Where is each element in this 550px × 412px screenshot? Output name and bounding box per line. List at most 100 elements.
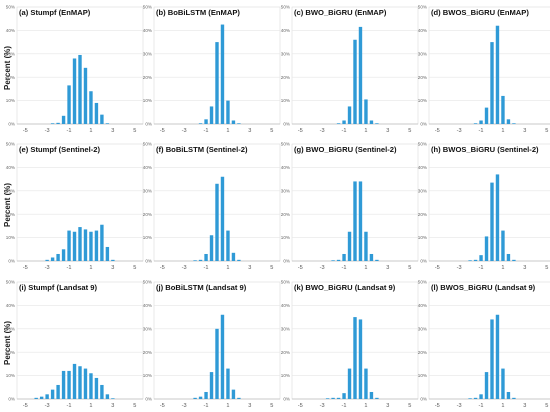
bar [105,123,110,124]
plot-area [428,6,550,125]
x-tick-label: -5 [160,403,165,409]
bar [50,257,55,261]
x-tick-label: -3 [45,128,50,134]
bar [473,259,478,261]
y-tick-label: 50% [281,280,290,285]
chart-panel: 0% 10% 20% 30% 40% 50% -5 -3 -1 1 3 5 (k) BWO_BiGRU … [281,280,419,409]
panel-title: (a) Stumpf (EnMAP) [19,8,91,17]
y-tick-label: 40% [418,28,427,33]
x-tick-label: 1 [226,128,229,134]
x-tick-label: 3 [111,265,114,271]
bar [215,42,219,124]
bar [506,119,511,124]
x-tick-label: -1 [479,128,484,134]
bar [45,259,49,261]
x-tick-label: 1 [89,128,92,134]
bar [94,230,99,261]
y-tick-label: 20% [143,75,152,80]
bar [506,253,511,261]
bar [34,397,38,399]
bar [209,372,214,399]
bar [342,120,346,124]
bar [72,58,77,125]
x-tick-label: 1 [364,128,367,134]
bar [78,54,82,124]
bar [358,319,363,399]
bar [220,24,225,124]
x-tick-label: 5 [408,128,411,134]
x-tick-label: -5 [298,265,303,271]
bar [72,231,77,261]
x-tick-label: -5 [435,265,440,271]
bar [78,366,82,399]
bar [83,229,88,261]
y-tick-label: 50% [6,5,15,10]
bar [495,314,500,399]
y-tick-label: 40% [143,303,152,308]
y-tick-label: 30% [418,326,427,331]
y-tick-label: 10% [281,98,290,103]
x-tick-label: -1 [204,265,209,271]
bar [226,368,230,399]
bar [39,396,44,399]
bar [495,174,500,261]
x-tick-label: -1 [204,403,209,409]
x-tick-label: 5 [270,403,273,409]
y-tick-label: 10% [6,373,15,378]
x-tick-label: -3 [457,265,462,271]
y-axis-label-row-1: Percent (%) [3,46,12,90]
x-tick-label: 1 [501,265,504,271]
bar [369,391,374,399]
y-tick-label: 30% [6,51,15,56]
y-tick-label: 10% [143,373,152,378]
bar [83,67,88,124]
bar [215,328,219,399]
x-tick-label: -3 [320,128,325,134]
y-tick-label: 0% [283,397,290,402]
y-tick-label: 30% [143,326,152,331]
y-tick-label: 50% [6,142,15,147]
bar [364,231,368,261]
chart-panel: 0% 10% 20% 30% 40% 50% -5 -3 -1 1 3 5 (d) BWOS_BiGRU… [418,5,550,134]
bar [336,259,341,261]
bar [369,120,374,124]
bar [468,398,472,399]
panel-title: (k) BWO_BiGRU (Landsat 9) [294,283,396,292]
bar [473,123,478,124]
y-tick-label: 30% [281,188,290,193]
bar [45,394,49,399]
x-tick-label: -3 [457,403,462,409]
y-tick-label: 30% [418,188,427,193]
bar [220,314,225,399]
chart-panel: 0% 10% 20% 30% 40% 50% -5 -3 -1 1 3 5 (i) Stumpf (La… [6,280,144,409]
bar [89,91,93,124]
y-tick-label: 0% [145,122,152,127]
x-tick-label: 1 [364,403,367,409]
x-tick-label: -3 [457,128,462,134]
bar [353,317,357,399]
x-tick-label: 5 [408,265,411,271]
y-tick-label: 20% [6,75,15,80]
y-tick-label: 0% [8,259,15,264]
bar [479,394,483,399]
bar [56,384,60,399]
x-tick-label: 5 [408,403,411,409]
bar [358,26,363,124]
y-tick-label: 50% [143,5,152,10]
bar [347,106,352,124]
bar [204,391,208,399]
panel-title: (e) Stumpf (Sentinel-2) [19,145,100,154]
y-tick-label: 0% [283,259,290,264]
bar [61,115,66,124]
y-tick-label: 0% [420,259,427,264]
x-tick-label: 3 [523,403,526,409]
y-tick-label: 40% [143,165,152,170]
x-tick-label: 5 [133,128,136,134]
y-tick-label: 10% [6,235,15,240]
x-tick-label: -1 [342,265,347,271]
bar [375,123,379,124]
bar [67,230,71,261]
x-tick-label: -3 [320,403,325,409]
x-tick-label: 3 [523,265,526,271]
panel-title: (f) BoBiLSTM (Sentinel-2) [156,145,248,154]
